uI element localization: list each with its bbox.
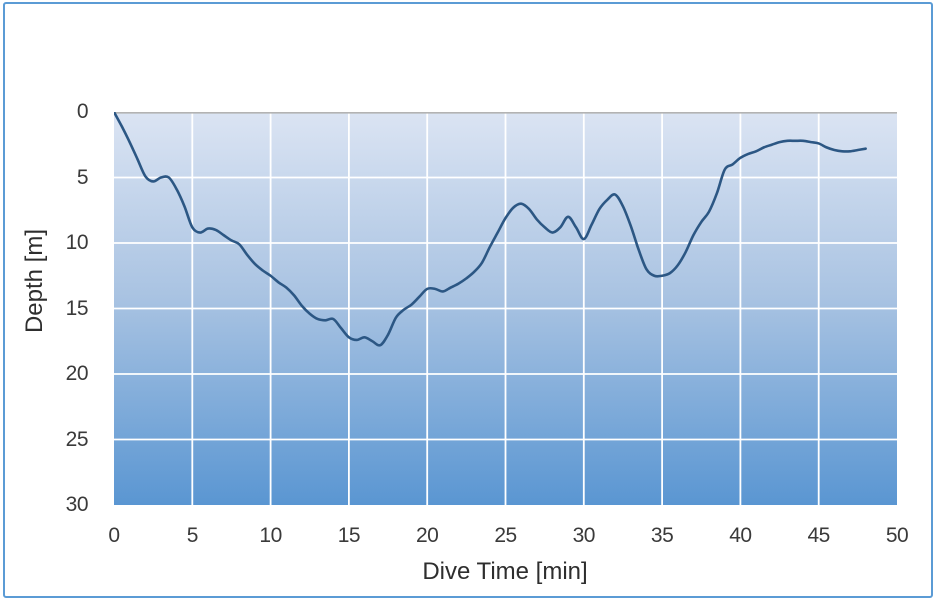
x-tick-label: 10 bbox=[259, 524, 282, 547]
x-axis-title: Dive Time [min] bbox=[422, 558, 588, 585]
y-tick-label: 20 bbox=[65, 362, 89, 385]
plot-area bbox=[114, 112, 897, 505]
x-tick-label: 5 bbox=[186, 524, 199, 547]
y-tick-label: 10 bbox=[65, 231, 89, 254]
x-tick-label: 0 bbox=[108, 524, 120, 547]
x-tick-label: 40 bbox=[729, 524, 752, 547]
x-tick-label: 30 bbox=[572, 524, 596, 547]
x-tick-label: 25 bbox=[494, 524, 517, 547]
dive-profile-plot bbox=[114, 112, 897, 505]
y-tick-label: 25 bbox=[65, 427, 89, 451]
y-tick-label: 30 bbox=[65, 493, 89, 516]
x-tick-label: 50 bbox=[885, 524, 909, 547]
y-tick-label: 15 bbox=[65, 296, 89, 320]
x-tick-label: 20 bbox=[416, 524, 439, 547]
dive-profile-line bbox=[114, 112, 867, 347]
y-tick-label: 0 bbox=[76, 100, 89, 123]
y-axis-title: Depth [m] bbox=[21, 228, 48, 334]
x-tick-label: 35 bbox=[650, 524, 674, 547]
x-tick-label: 15 bbox=[337, 524, 361, 547]
x-tick-label: 45 bbox=[807, 524, 831, 547]
y-tick-label: 5 bbox=[76, 165, 89, 189]
